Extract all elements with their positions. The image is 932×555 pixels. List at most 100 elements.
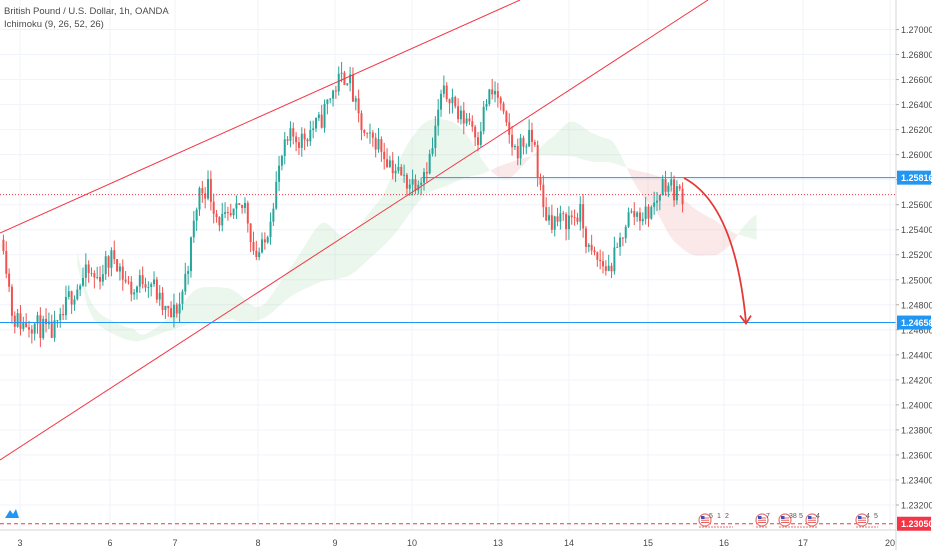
flag-canton [858, 516, 862, 519]
candle-up [619, 237, 622, 248]
candle-down [201, 188, 204, 194]
candle-down [491, 89, 494, 95]
candle-up [135, 286, 138, 293]
candle-up [189, 237, 192, 272]
lower-level-price-tag-bg [897, 315, 931, 330]
candle-down [286, 139, 289, 141]
candle-down [562, 213, 565, 215]
price-tick-label: 1.23600 [901, 450, 932, 460]
candle-up [118, 266, 121, 272]
time-tick-label: 14 [564, 538, 574, 548]
candle-down [366, 132, 369, 134]
price-tick-label: 1.24000 [901, 400, 932, 410]
upper-level-price-tag: 1.25816 [901, 173, 932, 183]
candle-down [263, 239, 266, 243]
event-count: 38 [789, 513, 797, 520]
candle-down [678, 186, 681, 189]
price-tick-label: 1.23200 [901, 500, 932, 510]
candle-down [130, 281, 133, 295]
candle-up [627, 212, 630, 227]
candle-down [360, 113, 363, 131]
economic-event-marker[interactable]: 38 5 [778, 513, 805, 528]
indicator-label[interactable]: Ichimoku (9, 26, 52, 26) [4, 19, 104, 30]
candle-down [297, 142, 300, 148]
candle-down [371, 132, 374, 138]
candle-down [621, 237, 624, 239]
bottom-level-price-tag-bg [897, 516, 931, 531]
candle-down [99, 277, 102, 282]
candle-down [414, 179, 417, 191]
candle-up [658, 194, 661, 201]
candle-down [425, 172, 428, 174]
event-count: 7 [766, 513, 770, 520]
candle-down [462, 110, 465, 124]
candle-down [386, 159, 389, 167]
event-count: 4 [816, 513, 820, 520]
economic-event-marker[interactable]: 7 [755, 513, 770, 528]
candle-up [195, 209, 198, 221]
candle-up [670, 179, 673, 186]
candle-up [346, 83, 349, 85]
price-tick-label: 1.23800 [901, 425, 932, 435]
candle-up [278, 165, 281, 182]
candle-down [454, 97, 457, 107]
time-axis: 3 6 7 8 9 10 13 14 15 16 17 20 [0, 529, 896, 548]
candle-down [70, 291, 73, 305]
candle-down [638, 212, 641, 222]
candle-up [79, 285, 82, 290]
candle-up [349, 74, 352, 84]
candle-up [420, 182, 423, 185]
candle-down [533, 141, 536, 145]
candle-up [653, 202, 656, 207]
candle-up [181, 291, 184, 304]
candle-down [212, 201, 215, 214]
candle-down [334, 90, 337, 92]
candle-down [218, 217, 221, 226]
projection-arrow-head [739, 315, 752, 326]
candle-down [238, 203, 241, 205]
ichimoku-cloud [77, 118, 757, 342]
candle-up [332, 90, 335, 99]
price-tick-label: 1.26200 [901, 125, 932, 135]
time-tick-label: 9 [332, 538, 337, 548]
candle-up [76, 289, 79, 300]
candle-down [391, 160, 394, 174]
candle-down [107, 256, 110, 268]
candle-down [664, 178, 667, 192]
candle-down [681, 188, 684, 205]
candle-up [519, 137, 522, 159]
candle-down [144, 284, 147, 288]
candle-up [67, 291, 70, 297]
candle-down [167, 305, 170, 309]
candle-down [226, 212, 229, 214]
candle-down [610, 265, 613, 272]
candle-down [539, 177, 542, 185]
candle-down [28, 327, 30, 330]
candle-down [457, 106, 460, 120]
candle-down [499, 97, 502, 104]
candle-up [408, 184, 411, 189]
candle-down [19, 313, 22, 329]
tradingview-logo-icon [5, 509, 19, 518]
candle-down [584, 228, 587, 247]
candle-up [232, 208, 235, 216]
candle-down [468, 118, 471, 122]
candle-up [488, 89, 491, 104]
candle-down [292, 128, 295, 137]
grid [0, 0, 896, 530]
cloud-bullish [532, 121, 629, 172]
price-tick-label: 1.26800 [901, 50, 932, 60]
candle-up [641, 219, 644, 222]
candle-down [536, 144, 539, 178]
candle-down [383, 151, 386, 160]
candle-down [545, 207, 548, 221]
economic-event-marker[interactable]: 4 [805, 513, 820, 528]
projection-arrow [683, 177, 752, 326]
candle-up [96, 277, 99, 278]
candle-up [266, 237, 269, 243]
candle-up [312, 128, 315, 131]
